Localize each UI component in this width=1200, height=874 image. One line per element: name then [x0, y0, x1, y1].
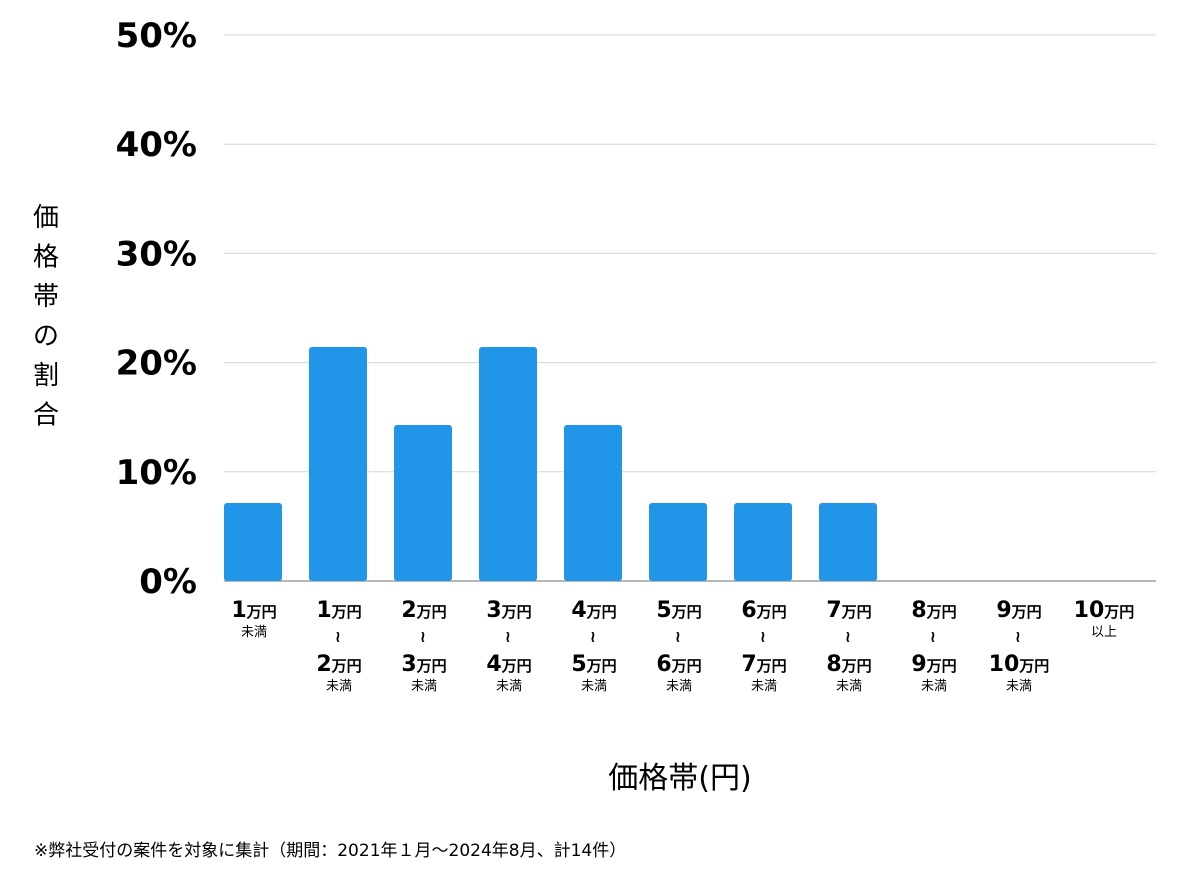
x-category-amount: 8万円	[911, 598, 956, 623]
footnote: ※弊社受付の案件を対象に集計（期間：2021年１月〜2024年8月、計14件）	[34, 841, 627, 861]
x-category-amount: 4万円	[571, 598, 616, 623]
x-axis-title: 価格帯(円)	[608, 761, 751, 796]
x-category-amount: 7万円	[826, 598, 871, 623]
x-category-amount: 8万円	[826, 652, 871, 677]
x-category-range-symbol: ~	[1009, 630, 1028, 643]
x-category-amount: 3万円	[486, 598, 531, 623]
y-tick-label: 0%	[139, 562, 197, 602]
x-category-amount: 4万円	[486, 652, 531, 677]
grid-lines	[224, 34, 1156, 582]
y-tick-label: 10%	[116, 453, 197, 493]
x-category-amount: 9万円	[911, 652, 956, 677]
x-category-amount: 1万円	[316, 598, 361, 623]
x-category-amount: 2万円	[401, 598, 446, 623]
bar	[309, 346, 367, 581]
x-category-amount: 5万円	[571, 652, 616, 677]
bar	[479, 346, 537, 581]
x-category-suffix: 未満	[666, 679, 692, 694]
x-category-amount: 1万円	[231, 598, 276, 623]
x-category-amount: 10万円	[1074, 598, 1135, 623]
bar	[649, 503, 707, 581]
bar	[734, 503, 792, 581]
x-category-suffix: 未満	[496, 679, 522, 694]
x-category-suffix: 未満	[581, 679, 607, 694]
y-tick-label: 20%	[116, 344, 197, 384]
x-category-amount: 9万円	[996, 598, 1041, 623]
x-category-suffix: 以上	[1091, 625, 1117, 640]
x-category-amount: 7万円	[741, 652, 786, 677]
x-category-suffix: 未満	[836, 679, 862, 694]
x-category-range-symbol: ~	[414, 630, 433, 643]
y-axis-title: 価格帯の割合	[33, 203, 59, 431]
x-category-range-symbol: ~	[669, 630, 688, 643]
x-category-amount: 10万円	[989, 652, 1050, 677]
x-category-amount: 3万円	[401, 652, 446, 677]
x-category-amount: 6万円	[656, 652, 701, 677]
x-category-amount: 6万円	[741, 598, 786, 623]
y-tick-label: 50%	[116, 16, 197, 56]
x-category-range-symbol: ~	[839, 630, 858, 643]
x-category-range-symbol: ~	[754, 630, 773, 643]
x-axis-category-labels: 1万円未満1万円~2万円未満2万円~3万円未満3万円~4万円未満4万円~5万円未…	[231, 598, 1134, 694]
y-axis-tick-labels: 0% 10% 20% 30% 40% 50%	[116, 16, 197, 602]
x-category-suffix: 未満	[411, 679, 437, 694]
bar	[394, 424, 452, 581]
bars	[224, 346, 877, 581]
x-category-range-symbol: ~	[329, 630, 348, 643]
x-category-range-symbol: ~	[584, 630, 603, 643]
bar	[564, 424, 622, 581]
x-category-suffix: 未満	[326, 679, 352, 694]
x-category-range-symbol: ~	[924, 630, 943, 643]
x-category-amount: 2万円	[316, 652, 361, 677]
x-category-amount: 5万円	[656, 598, 701, 623]
y-tick-label: 30%	[116, 234, 197, 274]
x-category-suffix: 未満	[921, 679, 947, 694]
x-category-suffix: 未満	[241, 625, 267, 640]
y-tick-label: 40%	[116, 125, 197, 165]
x-category-suffix: 未満	[1006, 679, 1032, 694]
bar	[819, 503, 877, 581]
x-category-range-symbol: ~	[499, 630, 518, 643]
bar	[224, 503, 282, 581]
x-category-suffix: 未満	[751, 679, 777, 694]
